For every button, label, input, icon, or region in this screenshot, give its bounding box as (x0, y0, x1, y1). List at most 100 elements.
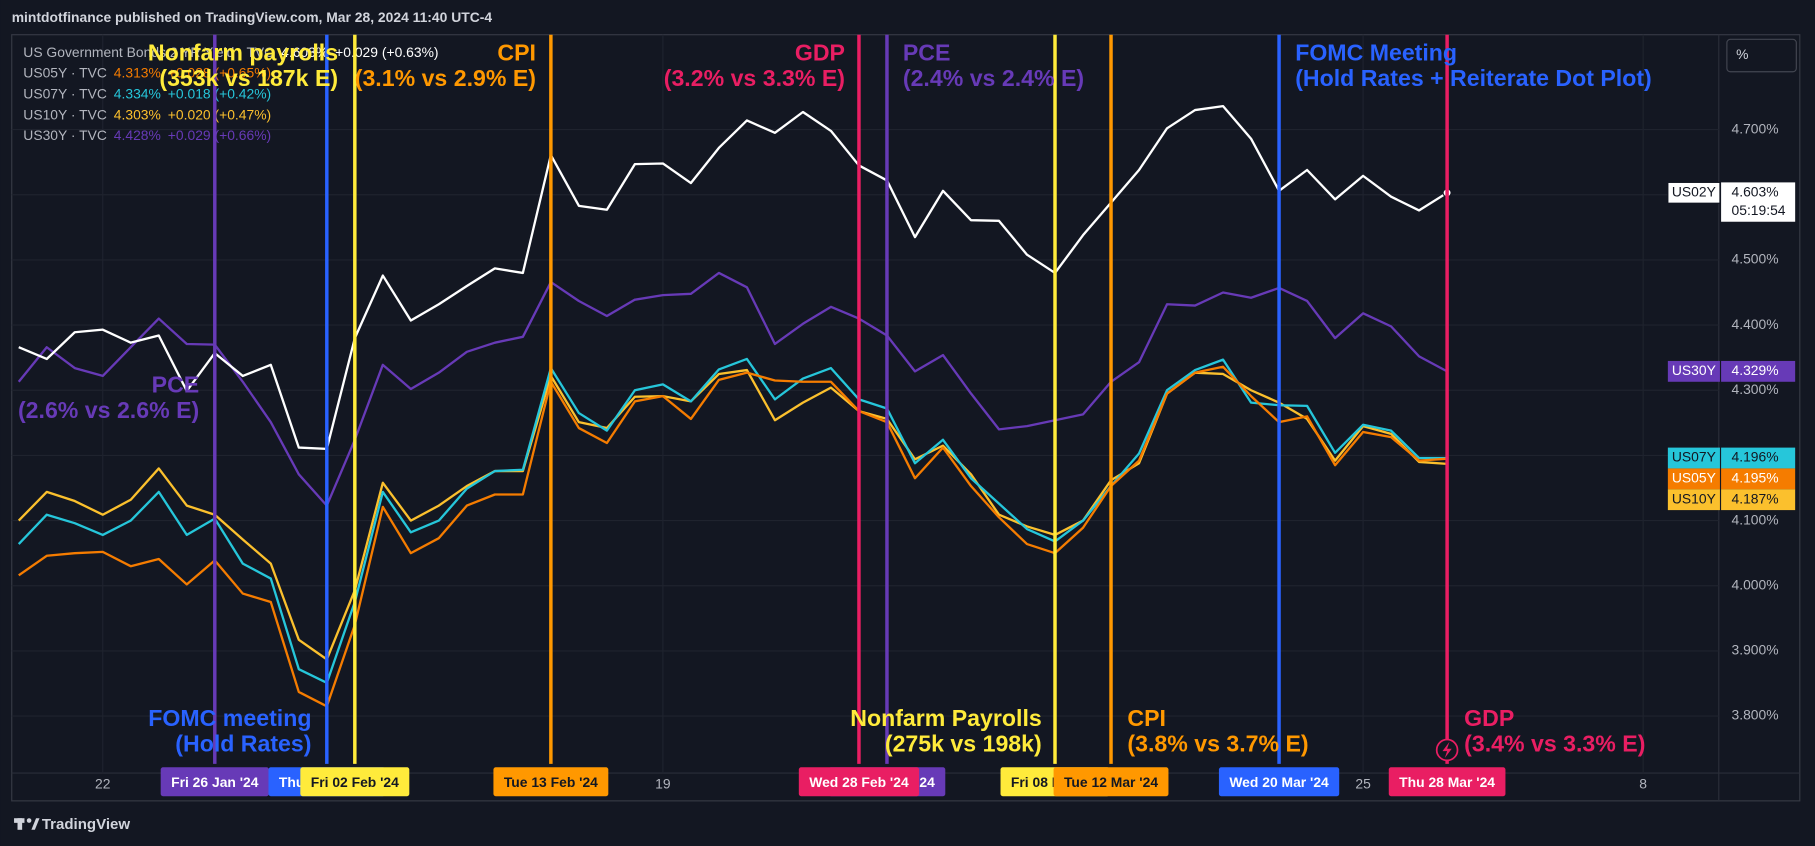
event-date-bg (798, 767, 920, 797)
event-date-label: Wed 28 Feb '24 (809, 774, 909, 790)
y-tick-label: 4.300% (1732, 381, 1779, 397)
legend-value: 4.313% (114, 65, 161, 81)
series-line (18, 104, 1448, 451)
event-date-label: Tue 13 Feb '24 (504, 774, 598, 790)
event-date-label: Fri 02 Feb '24 (311, 774, 399, 790)
legend-value: 4.603% (281, 44, 328, 60)
legend-change: +0.029 (+0.66%) (168, 127, 271, 143)
event-detail: (2.6% vs 2.6% E) (18, 397, 199, 423)
event-date-bg (160, 767, 269, 797)
x-tick-label: 19 (655, 775, 671, 791)
event-date-box: Tue 12 Mar '24 (1053, 767, 1169, 797)
chart-frame (11, 34, 1801, 802)
badge-name: US05Y (1672, 470, 1716, 486)
scale-button-label[interactable]: % (1736, 46, 1748, 62)
event-title: Nonfarm Payrolls (850, 705, 1041, 731)
legend-name: US07Y · TVC (23, 86, 107, 102)
event-detail: (3.4% vs 3.3% E) (1464, 730, 1645, 756)
event-detail: (275k vs 198k) (885, 730, 1042, 756)
series-line (17, 357, 1448, 684)
event-date-box: Tue 13 Feb '24 (493, 767, 609, 797)
event-date-box: Fri 02 Feb '24 (300, 767, 410, 797)
badge-countdown: 05:19:54 (1732, 202, 1786, 218)
badge-name: US10Y (1672, 490, 1716, 506)
series-line (18, 365, 1448, 708)
event-date-bg (1053, 767, 1169, 797)
event-title: FOMC meeting (148, 705, 311, 731)
event-date-bg (300, 767, 410, 797)
legend-change: +0.020 (+0.47%) (168, 106, 271, 122)
event-title: FOMC Meeting (1295, 40, 1457, 66)
event-detail: (Hold Rates + Reiterate Dot Plot) (1295, 65, 1652, 91)
y-tick-label: 3.900% (1732, 642, 1779, 658)
legend-name: US Government Bonds 2 YR Yield · TVC (23, 44, 274, 60)
event-date-bg (1388, 767, 1506, 797)
event-detail: (3.1% vs 2.9% E) (355, 65, 536, 91)
y-tick-label: 4.400% (1732, 316, 1779, 332)
header: mintdotfinance published on TradingView.… (12, 9, 493, 25)
series-line (17, 368, 1448, 661)
badge-value: 4.603% (1732, 183, 1779, 199)
badge-value: 4.187% (1732, 490, 1779, 506)
badge-name-bg (1667, 360, 1720, 382)
event-detail: (Hold Rates) (175, 730, 311, 756)
legend-value: 4.303% (114, 106, 161, 122)
series-line (17, 271, 1448, 507)
event-date-label: Tue 12 Mar '24 (1064, 774, 1158, 790)
badge-name-bg (1667, 489, 1720, 511)
event-detail: (3.2% vs 3.3% E) (664, 65, 845, 91)
event-date-box: Thu 28 Mar '24 (1388, 767, 1506, 797)
legend-value: 4.334% (114, 86, 161, 102)
y-tick-label: 4.000% (1732, 576, 1779, 592)
legend-change: +0.028 (+0.65%) (168, 65, 271, 81)
footer-brand: TradingView (42, 816, 131, 833)
legend-value: 4.428% (114, 127, 161, 143)
event-date-label: Fri 26 Jan '24 (171, 774, 259, 790)
event-date-box: Wed 20 Mar '24 (1218, 767, 1340, 797)
badge-value-bg (1721, 447, 1796, 469)
y-tick-label: 4.500% (1732, 251, 1779, 267)
badge-value-bg (1721, 360, 1796, 382)
y-tick-label: 4.100% (1732, 511, 1779, 527)
event-title: GDP (1464, 705, 1514, 731)
badge-value: 4.195% (1732, 470, 1779, 486)
badge-name-bg (1667, 181, 1721, 204)
scale-button[interactable] (1726, 38, 1797, 73)
footer-logo (14, 818, 40, 830)
event-icon-bolt (1442, 741, 1452, 759)
event-date-label: Thu 28 Mar '24 (1399, 774, 1495, 790)
badge-name: US30Y (1672, 362, 1716, 378)
event-date-bg (1218, 767, 1340, 797)
event-date-box: Wed 28 Feb '24 (798, 767, 920, 797)
event-title: CPI (1127, 705, 1166, 731)
legend-change: +0.029 (+0.63%) (335, 44, 438, 60)
legend-name: US10Y · TVC (23, 106, 107, 122)
event-title: PCE (903, 40, 951, 66)
badge-name: US02Y (1672, 183, 1716, 199)
x-tick-label: 8 (1639, 775, 1647, 791)
y-tick-label: 4.700% (1732, 120, 1779, 136)
y-tick-label: 3.800% (1732, 707, 1779, 723)
event-detail: (2.4% vs 2.4% E) (903, 65, 1084, 91)
badge-name: US07Y (1672, 449, 1716, 465)
event-detail: (3.8% vs 3.7% E) (1127, 730, 1308, 756)
event-title: CPI (497, 40, 536, 66)
legend-change: +0.018 (+0.42%) (168, 86, 271, 102)
plot-area (17, 104, 1448, 708)
badge-name-bg (1667, 447, 1720, 469)
badge-value-bg (1721, 489, 1796, 511)
x-tick-label: 25 (1355, 775, 1371, 791)
badge-value: 4.196% (1732, 449, 1779, 465)
legend-name: US30Y · TVC (23, 127, 107, 143)
event-date-label: Wed 20 Mar '24 (1229, 774, 1329, 790)
badge-value-bg (1721, 468, 1796, 490)
badge-value: 4.329% (1732, 362, 1779, 378)
event-title: PCE (152, 372, 200, 398)
badge-value-bg (1721, 182, 1796, 222)
event-date-box: Fri 26 Jan '24 (160, 767, 269, 797)
event-date-bg (493, 767, 609, 797)
event-title: GDP (795, 40, 845, 66)
event-title: Nonfarm payrolls (148, 40, 338, 66)
x-tick-label: 22 (95, 775, 111, 791)
